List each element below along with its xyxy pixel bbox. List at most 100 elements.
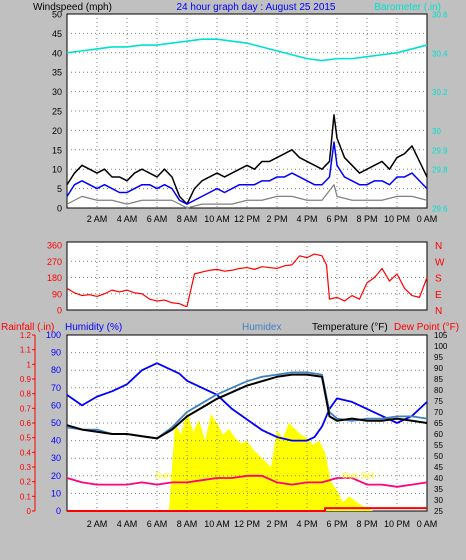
rainfall-line xyxy=(67,507,427,512)
time-tick-label: 2 AM xyxy=(87,214,108,224)
time-tick-label: 6 PM xyxy=(326,214,347,224)
direction-tick-label: 180 xyxy=(47,273,62,283)
time-tick-label: 2 PM xyxy=(266,519,287,529)
compass-letter: S xyxy=(435,274,442,285)
temperature-tick-label: 100 xyxy=(434,342,448,351)
temperature-tick-label: 75 xyxy=(434,397,443,406)
humidity-tick-label: 100 xyxy=(46,330,61,340)
direction-plot-area xyxy=(66,241,428,311)
humidity-tick-label: 90 xyxy=(51,348,61,358)
time-tick-label: 2 PM xyxy=(266,214,287,224)
windspeed-tick-label: 5 xyxy=(57,184,62,194)
temperature-tick-label: 60 xyxy=(434,430,443,439)
humidity-tick-label: 40 xyxy=(51,436,61,446)
rainfall-tick-label: 0.5 xyxy=(20,434,32,443)
direction-tick-label: 270 xyxy=(47,257,62,267)
time-tick-label: 8 PM xyxy=(356,519,377,529)
time-tick-label: 10 PM xyxy=(384,214,410,224)
barometer-tick-label: 30.4 xyxy=(432,49,448,58)
rainfall-tick-label: 0.6 xyxy=(20,419,32,428)
humidity-tick-label: 80 xyxy=(51,365,61,375)
time-tick-label: 4 PM xyxy=(296,519,317,529)
sun-set-annotation: Sun Set xyxy=(342,471,375,481)
dew-point-line xyxy=(66,474,428,488)
time-tick-label: 8 AM xyxy=(177,519,198,529)
dewpoint-axis-label: Dew Point (°F) xyxy=(394,322,459,333)
rainfall-tick-label: 0.2 xyxy=(20,478,32,487)
time-tick-label: 6 AM xyxy=(147,519,168,529)
humidity-tick-label: 0 xyxy=(56,506,61,516)
wind-panel: Windspeed (mph) 24 hour graph day : Augu… xyxy=(33,2,448,224)
rainfall-tick-label: 0 xyxy=(27,507,32,516)
wind-direction-line xyxy=(66,253,428,307)
temperature-tick-label: 80 xyxy=(434,386,443,395)
time-tick-label: 8 AM xyxy=(177,214,198,224)
humidity-tick-label: 10 xyxy=(51,488,61,498)
time-tick-label: 10 AM xyxy=(204,519,230,529)
temperature-tick-label: 45 xyxy=(434,463,443,472)
rainfall-tick-label: 0.1 xyxy=(20,492,32,501)
rainfall-tick-label: 1 xyxy=(27,360,32,369)
time-tick-label: 12 PM xyxy=(234,519,260,529)
temperature-tick-label: 30 xyxy=(434,496,443,505)
compass-letter: N xyxy=(435,306,442,317)
temperature-tick-label: 95 xyxy=(434,353,443,362)
humidity-tick-label: 70 xyxy=(51,383,61,393)
windspeed-tick-label: 45 xyxy=(52,29,62,39)
humidity-tick-label: 20 xyxy=(51,471,61,481)
time-tick-label: 2 AM xyxy=(87,519,108,529)
sun-annotation: Sun xyxy=(155,471,171,481)
windspeed-tick-label: 50 xyxy=(52,10,62,20)
time-tick-label: 8 PM xyxy=(356,214,377,224)
humidity-line xyxy=(66,362,428,442)
humidex-label: Humidex xyxy=(242,322,281,333)
barometer-tick-label: 29.8 xyxy=(432,166,448,175)
compass-letter: N xyxy=(435,241,442,252)
rainfall-tick-label: 0.9 xyxy=(20,375,32,384)
temperature-tick-label: 70 xyxy=(434,408,443,417)
compass-letter: E xyxy=(435,290,442,301)
temperature-tick-label: 85 xyxy=(434,375,443,384)
barometer-line xyxy=(66,38,428,62)
time-tick-label: 10 PM xyxy=(384,519,410,529)
windspeed-tick-label: 40 xyxy=(52,48,62,58)
barometer-tick-label: 30 xyxy=(432,127,441,136)
humidity-axis-label: Humidity (%) xyxy=(65,322,122,333)
rainfall-tick-label: 0.7 xyxy=(20,404,32,413)
rainfall-tick-label: 1.2 xyxy=(20,331,32,340)
direction-tick-label: 360 xyxy=(47,241,62,251)
windspeed-tick-label: 10 xyxy=(52,165,62,175)
time-tick-label: 6 AM xyxy=(147,214,168,224)
barometer-tick-label: 30.6 xyxy=(432,11,448,20)
windspeed-tick-label: 25 xyxy=(52,107,62,117)
barometer-tick-label: 30.2 xyxy=(432,88,448,97)
solar-area xyxy=(169,411,373,511)
time-tick-label: 4 AM xyxy=(117,519,138,529)
rainfall-axis-label: Rainfall (.in) xyxy=(1,322,54,333)
rainfall-tick-label: 0.8 xyxy=(20,390,32,399)
temperature-tick-label: 90 xyxy=(434,364,443,373)
temperature-tick-label: 50 xyxy=(434,452,443,461)
time-tick-label: 0 AM xyxy=(417,214,438,224)
temperature-tick-label: 25 xyxy=(434,507,443,516)
time-tick-label: 12 PM xyxy=(234,214,260,224)
wind-gust-line xyxy=(66,114,428,205)
barometer-tick-label: 29.9 xyxy=(432,146,448,155)
barometer-axis-label: Barometer (.in) xyxy=(374,2,441,13)
temperature-tick-label: 35 xyxy=(434,485,443,494)
windspeed-tick-label: 15 xyxy=(52,145,62,155)
time-tick-label: 0 AM xyxy=(417,519,438,529)
rainfall-tick-label: 0.4 xyxy=(20,448,32,457)
time-tick-label: 4 PM xyxy=(296,214,317,224)
temperature-tick-label: 55 xyxy=(434,441,443,450)
wind-speed-line xyxy=(66,141,428,205)
windspeed-tick-label: 20 xyxy=(52,126,62,136)
time-tick-label: 6 PM xyxy=(326,519,347,529)
barometer-tick-label: 29.6 xyxy=(432,205,448,214)
temperature-tick-label: 40 xyxy=(434,474,443,483)
chart-title: 24 hour graph day : August 25 2015 xyxy=(176,2,335,13)
time-tick-label: 4 AM xyxy=(117,214,138,224)
temperature-panel: Rainfall (.in) Humidity (%) Humidex Temp… xyxy=(1,322,459,529)
